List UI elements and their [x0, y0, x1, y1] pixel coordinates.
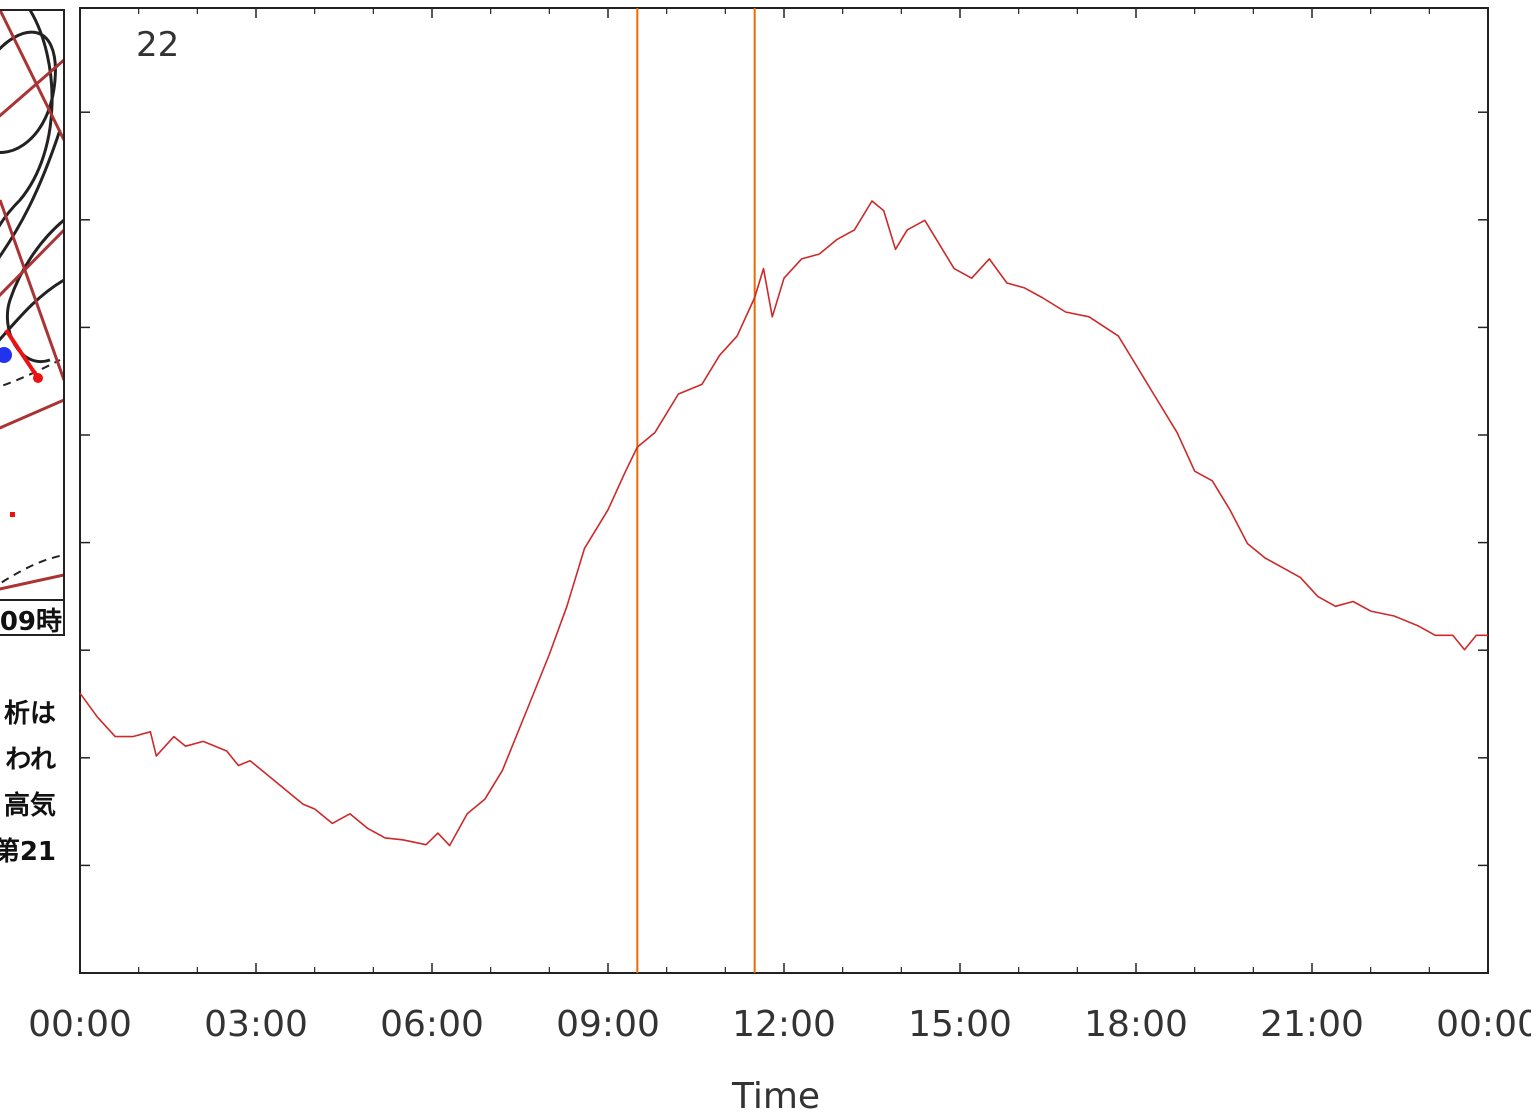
gridline-brown [0, 398, 64, 430]
x-tick-label: 21:00 [1260, 1004, 1364, 1045]
front-arrow-icon [4, 328, 40, 380]
x-tick-label: 00:00 [28, 1004, 132, 1045]
small-marker [10, 512, 15, 517]
map-time-label: 09時 [0, 607, 62, 637]
map-caption-line: 高気 [4, 790, 56, 821]
gridline-brown [0, 573, 64, 591]
gridline-brown [0, 199, 64, 381]
x-axis-ticks: 00:00 03:00 06:00 09:00 12:00 15:00 18:00 21:00… [28, 8, 1531, 1045]
time-markers [636, 8, 756, 973]
x-tick-label: 03:00 [204, 1004, 308, 1045]
plot-border [79, 7, 1489, 974]
gridline-brown [0, 10, 64, 141]
isobar-line [0, 278, 64, 342]
series-line [79, 200, 1488, 847]
x-tick-label: 06:00 [380, 1004, 484, 1045]
isobar-line [5, 218, 64, 364]
x-tick-label: 18:00 [1084, 1004, 1188, 1045]
map-caption-line: 第21 [0, 836, 56, 867]
isobar-line [0, 30, 57, 154]
gridline-brown [0, 228, 64, 298]
series-group [79, 200, 1488, 847]
front-dot [33, 373, 43, 383]
map-caption-line: われ [5, 745, 56, 775]
low-pressure-mark [0, 347, 12, 363]
isobar-dashed [0, 554, 64, 585]
x-tick-label: 15:00 [908, 1004, 1012, 1045]
x-axis-label: Time [731, 1076, 820, 1113]
isobar-line [0, 10, 54, 228]
gridline-brown [0, 58, 64, 118]
panel-label: 22 [136, 25, 179, 65]
plot-frame [79, 7, 1489, 974]
map-caption-line: 析は [4, 699, 56, 729]
isobar-line [0, 129, 62, 259]
y-axis-ticks [80, 111, 1488, 867]
x-tick-label: 12:00 [732, 1004, 836, 1045]
x-tick-label: 00:00 [1436, 1004, 1531, 1045]
x-tick-label: 09:00 [556, 1004, 660, 1045]
